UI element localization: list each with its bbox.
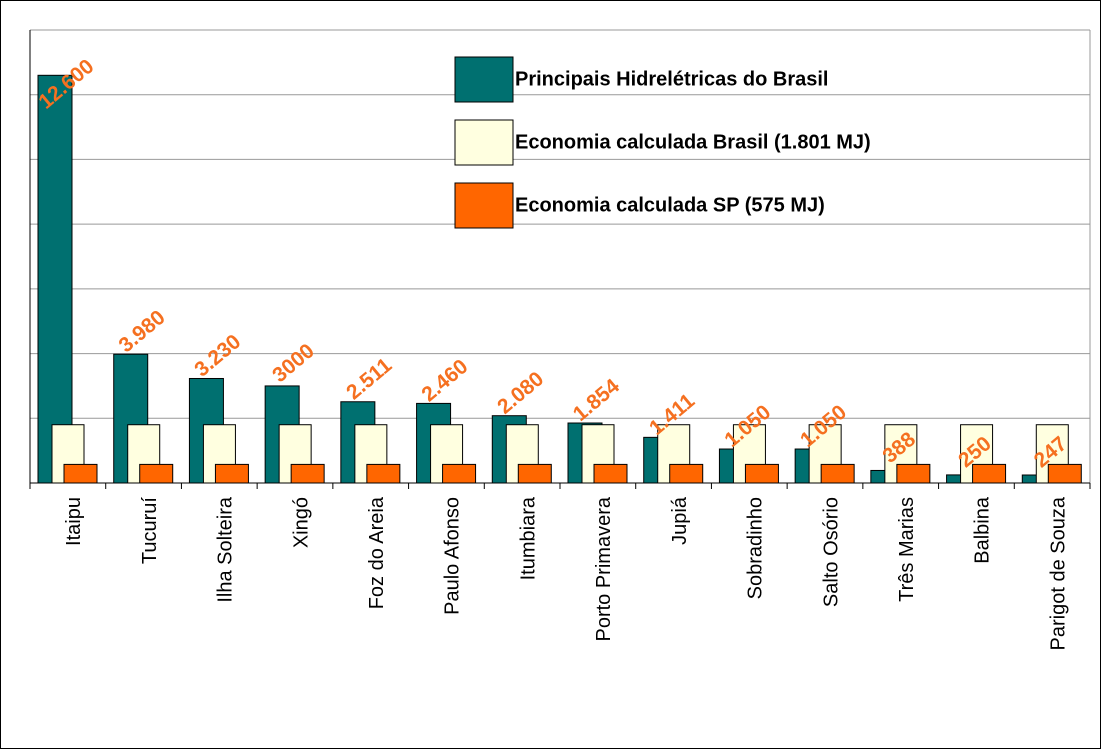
bar bbox=[669, 463, 704, 484]
legend-label: Economia calculada SP (575 MJ) bbox=[515, 194, 825, 216]
bar bbox=[593, 463, 628, 484]
x-tick-label: Salto Osório bbox=[820, 497, 842, 607]
x-tick-label: Sobradinho bbox=[745, 497, 767, 599]
legend-label: Economia calculada Brasil (1.801 MJ) bbox=[515, 131, 871, 153]
bar bbox=[37, 74, 73, 484]
x-tick-label: Tucuruí bbox=[139, 497, 161, 565]
x-tick-label: Ilha Solteira bbox=[215, 496, 237, 602]
legend-swatch bbox=[454, 119, 514, 166]
legend-swatch bbox=[454, 182, 514, 229]
bar bbox=[517, 463, 552, 484]
x-tick-label: Itumbiara bbox=[517, 496, 539, 580]
x-tick-label: Balbina bbox=[972, 496, 994, 564]
bar bbox=[139, 463, 174, 484]
x-tick-label: Itaipu bbox=[63, 497, 85, 546]
legend-swatch bbox=[454, 56, 514, 103]
bar bbox=[1047, 463, 1082, 484]
bar bbox=[366, 463, 401, 484]
x-tick-label: Três Marias bbox=[896, 497, 918, 602]
bar bbox=[744, 463, 779, 484]
bar bbox=[214, 463, 249, 484]
x-tick-label: Xingó bbox=[290, 497, 312, 548]
x-tick-label: Foz do Areia bbox=[366, 496, 388, 609]
bar bbox=[972, 463, 1007, 484]
bar bbox=[290, 463, 325, 484]
bar bbox=[63, 463, 98, 484]
bar bbox=[442, 463, 477, 484]
bar bbox=[820, 463, 855, 484]
x-tick-label: Jupiá bbox=[669, 496, 691, 545]
x-tick-label: Porto Primavera bbox=[593, 496, 615, 641]
x-tick-label: Paulo Afonso bbox=[442, 497, 464, 615]
legend-label: Principais Hidrelétricas do Brasil bbox=[515, 68, 828, 90]
x-tick-label: Parigot de Souza bbox=[1047, 496, 1069, 650]
bar bbox=[896, 463, 931, 484]
